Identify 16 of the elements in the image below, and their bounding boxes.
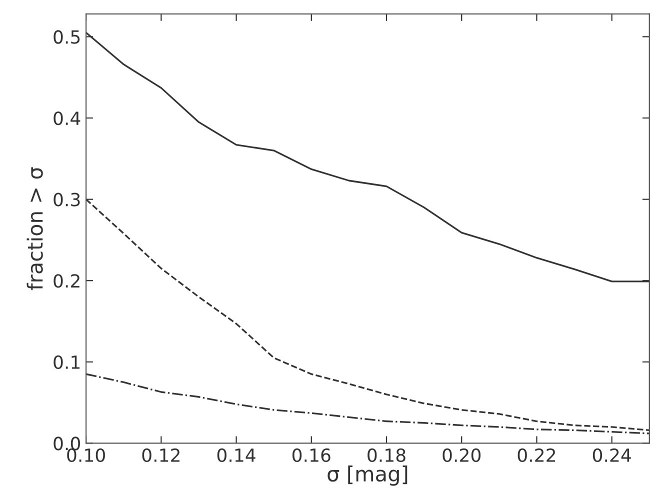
- y-tick-label: 0.3: [54, 192, 80, 206]
- x-tick-label: 0.10: [67, 448, 105, 462]
- x-tick-label: 0.12: [142, 448, 180, 462]
- x-tick-label: 0.24: [592, 448, 631, 462]
- y-tick-label: 0.5: [54, 30, 80, 44]
- y-tick-label: 0.2: [54, 274, 80, 288]
- x-tick-label: 0.18: [368, 448, 406, 462]
- y-tick-label: 0.1: [54, 355, 80, 370]
- x-tick-label: 0.14: [217, 448, 256, 462]
- y-tick-label: 0.0: [54, 436, 80, 450]
- y-axis-title: fraction > σ: [26, 167, 43, 290]
- y-tick-label: 0.4: [54, 111, 80, 126]
- x-tick-label: 0.22: [518, 448, 556, 462]
- x-tick-label: 0.16: [292, 448, 330, 462]
- x-axis-title: σ [mag]: [328, 466, 408, 486]
- x-tick-label: 0.20: [442, 448, 481, 462]
